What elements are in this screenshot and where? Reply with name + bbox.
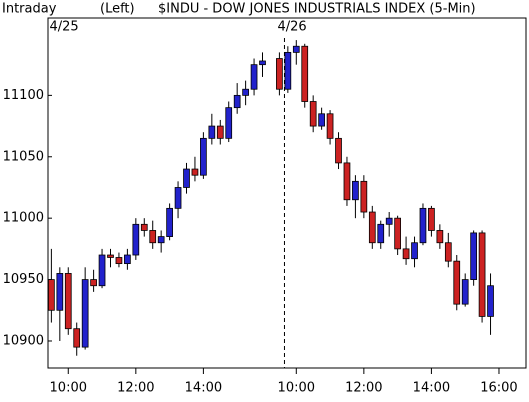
candle-body	[48, 279, 55, 311]
candle-body	[56, 273, 64, 311]
x-tick-label: 16:00	[480, 381, 517, 396]
candle-body	[81, 279, 89, 348]
candle-body	[360, 180, 368, 213]
candle-body	[352, 180, 359, 201]
candle-body	[461, 279, 469, 305]
y-tick-label: 11050	[3, 149, 44, 164]
date-label: 4/26	[277, 20, 306, 35]
plot-frame	[47, 17, 527, 369]
candle-body	[191, 168, 199, 176]
date-label: 4/25	[49, 20, 78, 35]
period-label: Intraday	[2, 2, 57, 17]
x-tick-label: 12:00	[117, 381, 154, 396]
candle-body	[124, 254, 131, 265]
candle-body	[292, 45, 300, 53]
x-tick-label: 10:00	[278, 381, 315, 396]
candle-body	[259, 60, 266, 66]
candle-body	[276, 58, 283, 90]
candle-body	[233, 94, 241, 109]
candle-body	[166, 207, 173, 237]
candle-body	[478, 232, 486, 317]
candle-body	[301, 45, 309, 102]
candle-body	[73, 328, 81, 348]
candle-body	[250, 64, 258, 90]
candle-body	[132, 223, 140, 256]
candle-body	[115, 257, 123, 265]
y-tick-label: 10900	[3, 333, 44, 348]
candle-body	[200, 137, 207, 176]
candle-body	[343, 162, 351, 201]
candle-body	[140, 223, 148, 231]
candle-body	[107, 254, 114, 258]
chart-title: $INDU - DOW JONES INDUSTRIALS INDEX (5-M…	[158, 2, 476, 17]
candle-body	[326, 113, 334, 139]
candle-body	[309, 101, 317, 127]
candle-body	[149, 230, 157, 244]
candle-body	[174, 187, 182, 209]
candle-body	[208, 125, 216, 139]
x-tick-label: 14:00	[413, 381, 450, 396]
candle-body	[377, 223, 385, 244]
candle-body	[419, 207, 427, 244]
x-tick-label: 12:00	[345, 381, 382, 396]
candle-body	[453, 260, 461, 305]
axis-side-label: (Left)	[100, 2, 135, 17]
y-tick-label: 11100	[3, 88, 44, 103]
candle-body	[225, 107, 233, 139]
candle-body	[428, 207, 435, 231]
y-tick-label: 10950	[3, 272, 44, 287]
candle-body	[470, 232, 477, 280]
candle-body	[444, 242, 452, 262]
candle-body	[385, 217, 393, 225]
candle-body	[64, 273, 72, 330]
candle-body	[368, 211, 376, 244]
candle-body	[487, 285, 494, 317]
candle-body	[411, 242, 418, 260]
candle-body	[436, 230, 444, 244]
x-tick-label: 14:00	[185, 381, 222, 396]
candle-body	[394, 217, 401, 250]
candle-body	[284, 51, 292, 90]
x-tick-label: 10:00	[50, 381, 87, 396]
candle-body	[183, 168, 190, 188]
candle-body	[216, 125, 224, 139]
candle-body	[157, 236, 165, 244]
candle-body	[335, 137, 342, 164]
y-tick-label: 11000	[3, 211, 44, 226]
candle-body	[242, 88, 249, 96]
candle-body	[90, 279, 97, 287]
candle-body	[98, 254, 106, 287]
candle-body	[318, 113, 325, 127]
candle-body	[402, 248, 410, 260]
